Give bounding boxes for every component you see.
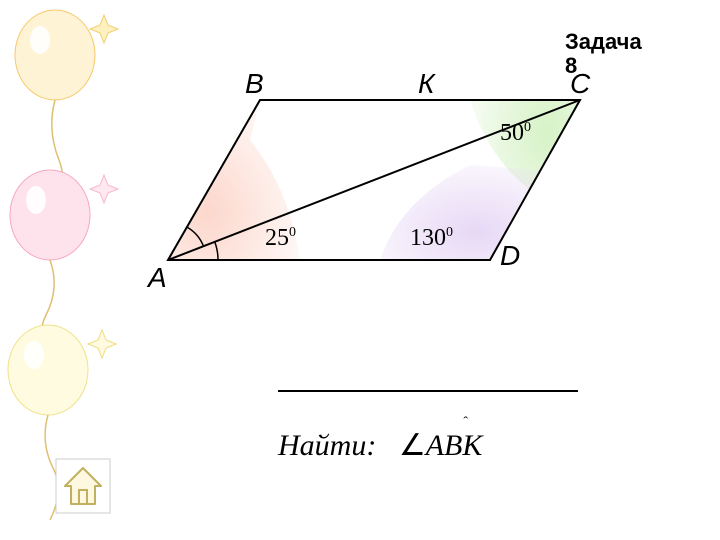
vertex-label-K: К [418, 68, 435, 100]
find-divider [278, 390, 578, 392]
angle-C-number: 50 [500, 120, 524, 146]
angle-D-number: 130 [410, 225, 446, 251]
angle-value-C: 500 [500, 120, 531, 147]
angle-A-number: 25 [265, 225, 289, 251]
find-label: Найти: [278, 429, 376, 462]
angle-value-A: 250 [265, 225, 296, 252]
angle-value-D: 1300 [410, 225, 453, 252]
parallelogram-figure [0, 0, 720, 400]
vertex-label-D: D [500, 240, 520, 272]
find-angle-symbol: ∠ [399, 429, 426, 462]
vertex-label-A: A [148, 262, 167, 294]
vertex-label-C: С [570, 68, 590, 100]
find-angle-text: AB [426, 429, 463, 462]
home-icon[interactable] [55, 458, 111, 514]
find-row: Найти: ∠ABКˆ [278, 428, 482, 463]
vertex-label-B: В [245, 68, 264, 100]
find-angle-hat: Кˆ [462, 429, 482, 462]
